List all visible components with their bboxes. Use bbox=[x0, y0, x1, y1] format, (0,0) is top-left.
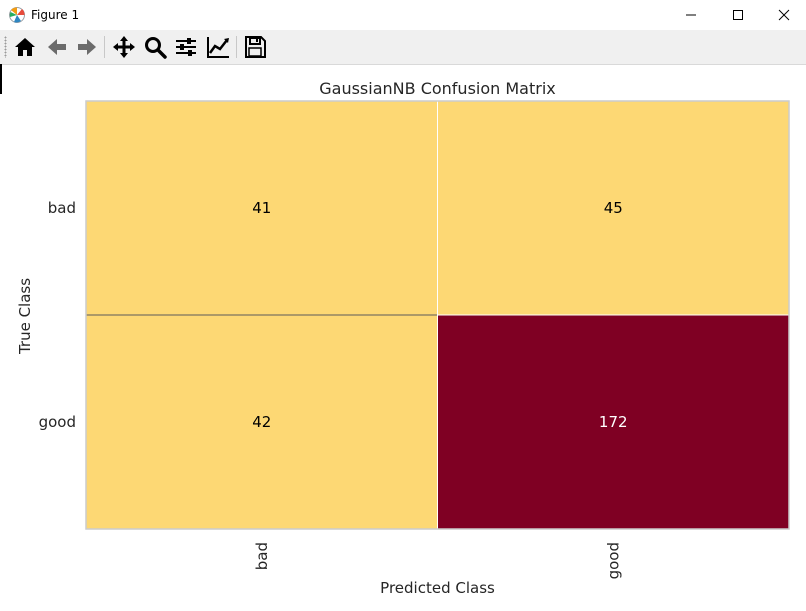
close-button[interactable] bbox=[761, 0, 806, 30]
configure-subplots-button[interactable] bbox=[173, 34, 199, 60]
edit-axis-button[interactable] bbox=[205, 34, 231, 60]
toolbar-separator bbox=[236, 36, 237, 58]
matrix-cell bbox=[85, 100, 438, 316]
y-tick-label: good bbox=[39, 413, 76, 431]
configure-subplots-icon bbox=[176, 38, 196, 56]
toolbar-separator bbox=[104, 36, 105, 58]
matrix-cell bbox=[437, 314, 790, 530]
figure-canvas[interactable]: GaussianNB Confusion Matrix 41 45 42 172 ba… bbox=[0, 65, 806, 611]
cell-value-label: 172 bbox=[599, 413, 628, 431]
back-button[interactable] bbox=[44, 34, 70, 60]
cell-value-label: 41 bbox=[252, 199, 271, 217]
matrix-cell bbox=[437, 100, 790, 316]
zoom-button[interactable] bbox=[142, 34, 168, 60]
x-tick-label: bad bbox=[253, 542, 271, 570]
maximize-icon bbox=[733, 10, 743, 20]
minimize-button[interactable] bbox=[668, 0, 714, 30]
zoom-icon bbox=[145, 37, 167, 59]
cell-value-label: 42 bbox=[252, 413, 271, 431]
save-icon bbox=[245, 36, 266, 58]
minimize-icon bbox=[686, 14, 696, 16]
y-tick-label: bad bbox=[48, 199, 76, 217]
close-icon bbox=[778, 9, 790, 21]
edit-axis-icon bbox=[207, 37, 229, 58]
matplotlib-logo-icon bbox=[9, 7, 25, 23]
window-title: Figure 1 bbox=[31, 8, 80, 22]
forward-button[interactable] bbox=[74, 34, 100, 60]
maximize-button[interactable] bbox=[715, 0, 761, 30]
pan-button[interactable] bbox=[111, 34, 137, 60]
x-tick-label: good bbox=[604, 542, 622, 579]
y-axis-label: True Class bbox=[16, 278, 34, 355]
chart-title: GaussianNB Confusion Matrix bbox=[319, 79, 555, 98]
plot-frame bbox=[85, 100, 790, 530]
x-axis-label: Predicted Class bbox=[380, 579, 495, 597]
window-edge bbox=[0, 64, 2, 94]
home-icon bbox=[15, 38, 35, 56]
window-titlebar: Figure 1 bbox=[0, 0, 806, 30]
cell-value-label: 45 bbox=[604, 199, 623, 217]
back-arrow-icon bbox=[48, 39, 66, 55]
home-button[interactable] bbox=[12, 34, 38, 60]
save-button[interactable] bbox=[242, 34, 268, 60]
pan-icon bbox=[113, 36, 135, 58]
forward-arrow-icon bbox=[78, 39, 96, 55]
navigation-toolbar bbox=[0, 30, 806, 65]
toolbar-grip[interactable] bbox=[4, 36, 7, 58]
